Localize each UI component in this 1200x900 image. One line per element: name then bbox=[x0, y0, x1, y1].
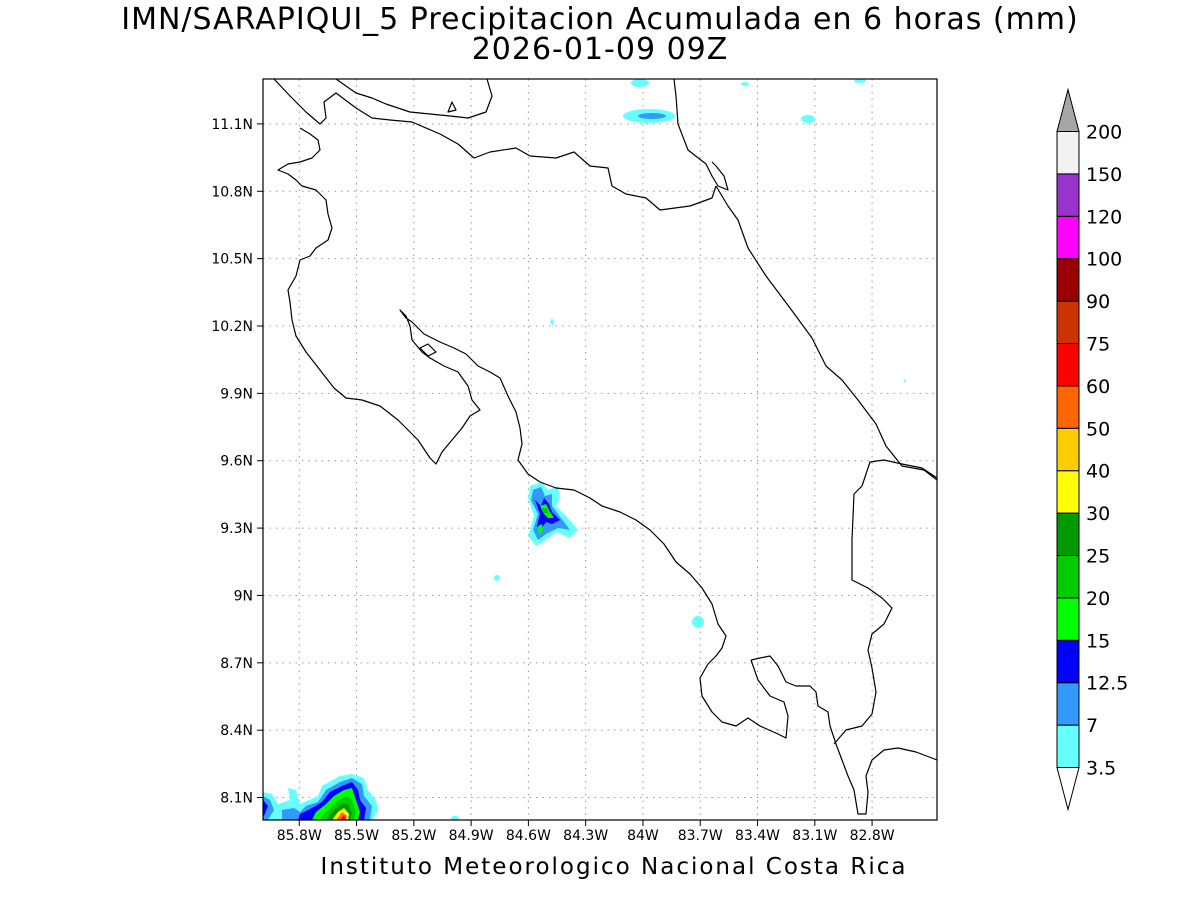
lon-tick-label: 83.4W bbox=[735, 828, 780, 844]
legend-label: 60 bbox=[1086, 376, 1110, 398]
legend-swatch bbox=[1056, 639, 1080, 684]
precipitation-layer bbox=[263, 79, 906, 820]
precip-cell-3-5 bbox=[854, 79, 866, 83]
legend-label: 25 bbox=[1086, 546, 1110, 568]
lon-tick-label: 82.8W bbox=[850, 828, 895, 844]
precip-cell-3-5 bbox=[451, 816, 459, 820]
legend-swatch bbox=[1056, 258, 1080, 302]
precip-cell-3-5 bbox=[631, 79, 649, 87]
lake-island bbox=[447, 101, 457, 113]
legend-swatch bbox=[1056, 343, 1080, 387]
precip-cell-3-5 bbox=[550, 319, 554, 325]
lake-island bbox=[419, 343, 437, 357]
axis-ticks: 11.1N 10.8N 10.5N 10.2N 9.9N 9.6N 9.3N 9N 8.7N 8.… bbox=[211, 117, 894, 844]
lon-tick-label: 83.7W bbox=[678, 828, 723, 844]
lon-tick-label: 84.3W bbox=[563, 828, 608, 844]
lat-tick-label: 9N bbox=[234, 588, 253, 604]
lon-tick-label: 84.6W bbox=[506, 828, 551, 844]
legend-swatch bbox=[1056, 131, 1080, 175]
lon-tick-label: 85.2W bbox=[391, 828, 436, 844]
legend-overflow-triangle bbox=[1056, 87, 1080, 132]
map-title: IMN/SARAPIQUI_5 Precipitacion Acumulada … bbox=[121, 2, 1079, 37]
precip-cell-20 bbox=[542, 508, 549, 514]
precip-cell-15 bbox=[538, 524, 543, 534]
legend-label: 20 bbox=[1086, 588, 1110, 610]
legend-swatch bbox=[1056, 597, 1080, 641]
lat-tick-label: 8.1N bbox=[220, 791, 253, 807]
coastline bbox=[335, 79, 493, 119]
legend-label: 12.5 bbox=[1086, 673, 1128, 695]
legend-label: 100 bbox=[1086, 249, 1122, 271]
lat-tick-label: 8.7N bbox=[220, 656, 253, 672]
legend-label: 40 bbox=[1086, 461, 1110, 483]
coastline bbox=[277, 127, 789, 739]
map-subtitle-datetime: 2026-01-09 09Z bbox=[471, 32, 729, 67]
legend-label: 7 bbox=[1086, 715, 1098, 737]
coastline bbox=[715, 185, 937, 481]
lon-tick-label: 84.9W bbox=[449, 828, 494, 844]
coastline-boundaries bbox=[273, 79, 937, 815]
precip-cell-3-5 bbox=[494, 575, 500, 581]
coastline bbox=[673, 79, 729, 191]
map-plot-area bbox=[263, 79, 937, 820]
legend-swatch bbox=[1056, 724, 1080, 768]
lon-tick-label: 85.8W bbox=[277, 828, 322, 844]
legend-swatch bbox=[1056, 555, 1080, 599]
coastline bbox=[750, 655, 937, 815]
map-frame bbox=[262, 78, 938, 821]
precip-cell-3-5 bbox=[801, 115, 815, 123]
lat-tick-label: 9.6N bbox=[220, 454, 253, 470]
precip-cell-7 bbox=[638, 113, 666, 119]
border-line bbox=[273, 79, 717, 211]
lat-tick-label: 9.9N bbox=[220, 386, 253, 402]
legend-swatch bbox=[1056, 470, 1080, 514]
legend-swatch bbox=[1056, 215, 1080, 260]
lat-tick-label: 9.3N bbox=[220, 521, 253, 537]
legend-label: 150 bbox=[1086, 164, 1122, 186]
legend-label: 3.5 bbox=[1086, 758, 1116, 780]
lat-tick-label: 10.5N bbox=[211, 252, 253, 268]
lat-tick-label: 8.4N bbox=[220, 723, 253, 739]
lon-tick-label: 84W bbox=[627, 828, 659, 844]
legend-label: 15 bbox=[1086, 630, 1110, 652]
legend-label: 90 bbox=[1086, 291, 1110, 313]
precip-cell-3-5 bbox=[692, 616, 704, 628]
legend-underflow-triangle bbox=[1056, 767, 1080, 812]
precip-cell-60 bbox=[340, 815, 346, 820]
legend-swatch bbox=[1056, 385, 1080, 429]
legend-label-top: 200 bbox=[1086, 122, 1122, 144]
lat-tick-label: 10.8N bbox=[211, 184, 253, 200]
footer-credit: Instituto Meteorologico Nacional Costa R… bbox=[320, 854, 908, 880]
lat-tick-label: 10.2N bbox=[211, 319, 253, 335]
legend-swatch bbox=[1056, 300, 1080, 345]
legend-swatch bbox=[1056, 512, 1080, 556]
precip-cell-3-5 bbox=[904, 379, 906, 383]
lat-tick-label: 11.1N bbox=[211, 117, 253, 133]
legend-swatch bbox=[1056, 682, 1080, 726]
legend-swatch bbox=[1056, 427, 1080, 472]
lon-tick-label: 83.1W bbox=[792, 828, 837, 844]
legend-label: 120 bbox=[1086, 206, 1122, 228]
precip-cell-3-5 bbox=[741, 82, 749, 86]
color-legend: 3.5 7 12.5 15 20 25 30 40 50 60 75 90 100 120 150 200 bbox=[1056, 87, 1128, 812]
coastline bbox=[833, 459, 937, 745]
lon-tick-label: 85.5W bbox=[334, 828, 379, 844]
legend-label: 75 bbox=[1086, 334, 1110, 356]
legend-label: 30 bbox=[1086, 503, 1110, 525]
legend-label: 50 bbox=[1086, 418, 1110, 440]
legend-swatch bbox=[1056, 173, 1080, 217]
